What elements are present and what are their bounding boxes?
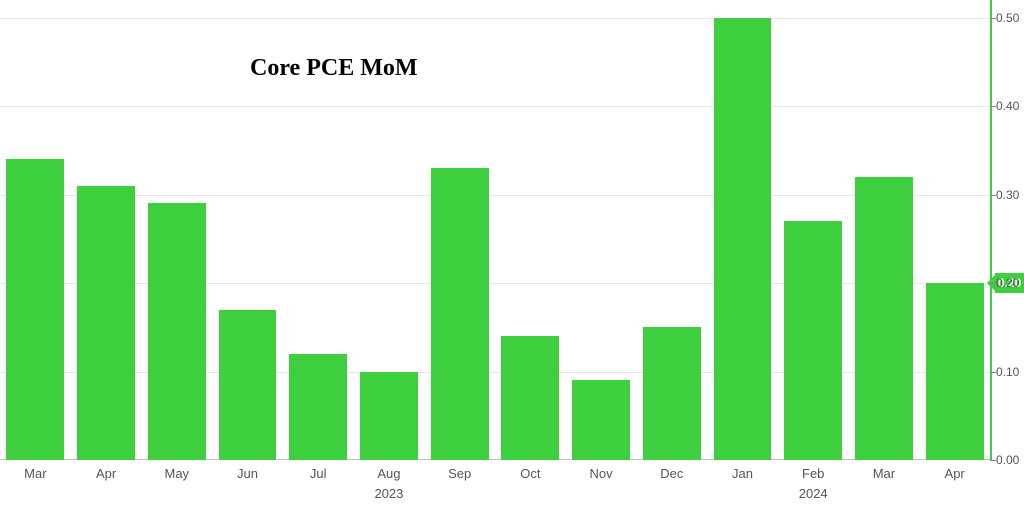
gridline [0,106,990,107]
x-year-label: 2024 [799,486,828,501]
xtick-label: Nov [590,466,613,481]
bar [77,186,135,460]
ytick-label: 0.00 [996,453,1019,467]
bar [289,354,347,460]
ytick-mark [990,372,996,373]
xtick-label: Feb [802,466,824,481]
xtick-label: Jun [237,466,258,481]
ytick-label: 0.20 [996,276,1019,290]
bar [784,221,842,460]
bar [855,177,913,460]
ytick-label: 0.50 [996,11,1019,25]
xtick-label: Mar [24,466,46,481]
plot-area [0,0,990,460]
bar [643,327,701,460]
bar [431,168,489,460]
xtick-label: Apr [945,466,965,481]
y-axis-line [990,0,992,460]
xtick-label: Mar [873,466,895,481]
gridline [0,18,990,19]
ytick-mark [990,283,996,284]
xtick-label: Jan [732,466,753,481]
x-axis: Mar Apr May Jun Jul Aug Sep Oct Nov Dec Jan Feb Mar A… [0,460,990,510]
gridline [0,195,990,196]
x-year-label: 2023 [374,486,403,501]
bar [501,336,559,460]
xtick-label: Oct [520,466,540,481]
ytick-label: 0.30 [996,188,1019,202]
xtick-label: May [165,466,190,481]
bar [714,18,772,460]
bar [219,310,277,460]
ytick-mark [990,195,996,196]
ytick-mark [990,18,996,19]
bar [926,283,984,460]
ytick-mark [990,460,996,461]
bar [6,159,64,460]
xtick-label: Jul [310,466,327,481]
xtick-label: Sep [448,466,471,481]
bar [360,372,418,460]
ytick-label: 0.10 [996,365,1019,379]
xtick-label: Aug [377,466,400,481]
ytick-label: 0.40 [996,99,1019,113]
bar [572,380,630,460]
chart-title: Core PCE MoM [250,55,418,82]
xtick-label: Dec [660,466,683,481]
ytick-mark [990,106,996,107]
xtick-label: Apr [96,466,116,481]
chart-container: Core PCE MoM Mar Apr May Jun Jul Aug Sep Oct Nov… [0,0,1024,510]
bar [148,203,206,460]
